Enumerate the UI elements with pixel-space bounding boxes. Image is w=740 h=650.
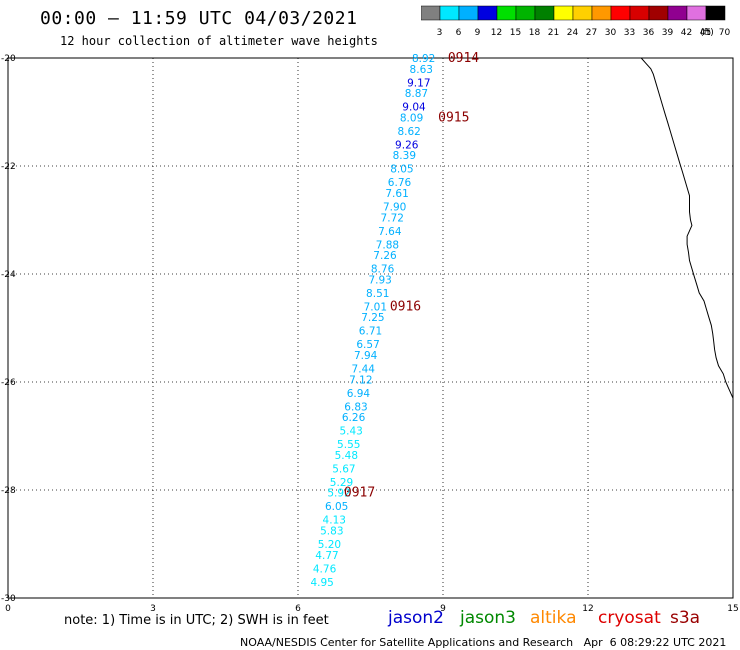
colorbar-label: 6 bbox=[456, 28, 462, 38]
wave-height-point: 8.76 bbox=[371, 264, 395, 276]
colorbar-label: 30 bbox=[605, 28, 617, 38]
wave-height-point: 8.92 bbox=[412, 53, 435, 65]
colorbar-label: 42 bbox=[681, 28, 692, 38]
legend-cryosat: cryosat bbox=[598, 608, 661, 628]
colorbar-label: 45 bbox=[700, 28, 711, 38]
wave-height-point: 5.92 bbox=[327, 488, 350, 500]
wave-height-point: 4.95 bbox=[310, 577, 333, 589]
colorbar-label: 33 bbox=[624, 28, 635, 38]
chart-title: 00:00 – 11:59 UTC 04/03/2021 bbox=[40, 8, 358, 29]
wave-height-point: 5.29 bbox=[330, 477, 353, 489]
wave-height-point: 4.76 bbox=[313, 563, 337, 575]
colorbar-label: 36 bbox=[643, 28, 655, 38]
wave-height-point: 4.77 bbox=[315, 550, 338, 562]
wave-height-point: 6.83 bbox=[344, 401, 367, 413]
y-tick-label: -26 bbox=[1, 378, 16, 388]
wave-height-point: 8.09 bbox=[400, 112, 423, 124]
wave-height-point: 7.93 bbox=[368, 274, 391, 286]
wave-height-point: 7.88 bbox=[376, 239, 399, 251]
wave-height-point: 7.44 bbox=[352, 364, 376, 376]
x-tick-label: 9 bbox=[440, 604, 446, 614]
wave-height-point: 6.57 bbox=[356, 339, 379, 351]
wave-height-point: 5.43 bbox=[339, 426, 362, 438]
wave-height-point: 7.01 bbox=[364, 301, 387, 313]
colorbar-label: 24 bbox=[567, 28, 579, 38]
wave-height-point: 5.20 bbox=[318, 539, 341, 551]
wave-height-point: 8.87 bbox=[405, 88, 428, 100]
colorbar-label: 27 bbox=[586, 28, 597, 38]
x-tick-label: 0 bbox=[5, 604, 11, 614]
x-tick-label: 3 bbox=[150, 604, 156, 614]
wave-height-point: 7.26 bbox=[373, 250, 397, 262]
y-tick-label: -30 bbox=[1, 594, 16, 604]
wave-height-point: 7.94 bbox=[354, 350, 378, 362]
wave-height-point: 7.72 bbox=[381, 212, 404, 224]
wave-height-point: 7.64 bbox=[378, 226, 402, 238]
colorbar-label: 18 bbox=[529, 28, 541, 38]
y-tick-label: -20 bbox=[1, 54, 16, 64]
wave-height-point: 9.26 bbox=[395, 139, 419, 151]
chart-subtitle: 12 hour collection of altimeter wave hei… bbox=[60, 34, 378, 48]
wave-height-point: 8.62 bbox=[397, 126, 420, 138]
colorbar-label: 12 bbox=[491, 28, 502, 38]
colorbar-unit: (ft) bbox=[700, 28, 714, 38]
wave-height-point: 6.05 bbox=[325, 501, 348, 513]
wave-height-point: 8.51 bbox=[366, 288, 389, 300]
x-tick-label: 6 bbox=[295, 604, 301, 614]
wave-height-point: 6.26 bbox=[342, 412, 366, 424]
wave-height-point: 9.04 bbox=[402, 102, 426, 114]
colorbar: 3 6 9 12 15 18 21 24 27 30 33 36 39 42 45 70(ft) bbox=[421, 5, 731, 38]
time-label: 0914 bbox=[448, 51, 479, 66]
plot-frame bbox=[7, 57, 734, 599]
credit-text: NOAA/NESDIS Center for Satellite Applica… bbox=[240, 636, 727, 649]
wave-height-point: 7.61 bbox=[385, 188, 408, 200]
x-tick-label: 12 bbox=[582, 604, 593, 614]
colorbar-swatch bbox=[705, 5, 726, 21]
y-tick-label: -28 bbox=[1, 486, 16, 496]
wave-height-point: 6.76 bbox=[388, 177, 412, 189]
colorbar-label: 39 bbox=[662, 28, 674, 38]
legend-jason2: jason2 bbox=[388, 608, 444, 628]
x-tick-label: 15 bbox=[727, 604, 738, 614]
wave-height-point: 7.25 bbox=[361, 312, 384, 324]
wave-height-point: 5.55 bbox=[337, 439, 360, 451]
wave-height-point: 6.94 bbox=[347, 388, 371, 400]
wave-height-point: 8.05 bbox=[390, 164, 413, 176]
legend-s3a: s3a bbox=[670, 608, 701, 628]
wave-height-point: 8.63 bbox=[410, 64, 433, 76]
wave-height-point: 9.17 bbox=[407, 77, 430, 89]
wave-height-point: 7.12 bbox=[349, 374, 372, 386]
colorbar-label: 15 bbox=[510, 28, 521, 38]
wave-height-point: 4.13 bbox=[323, 515, 346, 527]
time-label: 0917 bbox=[344, 486, 375, 501]
wave-height-point: 7.90 bbox=[383, 202, 406, 214]
colorbar-label: 70 bbox=[719, 28, 731, 38]
time-label: 0916 bbox=[390, 299, 421, 314]
wave-height-point: 5.83 bbox=[320, 526, 343, 538]
colorbar-label: 9 bbox=[475, 28, 481, 38]
wave-height-point: 5.48 bbox=[335, 450, 358, 462]
colorbar-label: 21 bbox=[548, 28, 559, 38]
colorbar-label: 3 bbox=[437, 28, 443, 38]
legend-altika: altika bbox=[530, 608, 577, 628]
wave-height-point: 5.67 bbox=[332, 463, 355, 475]
coastline bbox=[640, 57, 734, 399]
note-text: note: 1) Time is in UTC; 2) SWH is in fe… bbox=[64, 613, 329, 628]
wave-height-point: 6.71 bbox=[359, 326, 382, 338]
wave-height-point: 8.39 bbox=[393, 150, 416, 162]
y-tick-label: -22 bbox=[1, 162, 16, 172]
legend-jason3: jason3 bbox=[460, 608, 516, 628]
time-label: 0915 bbox=[438, 110, 469, 125]
y-tick-label: -24 bbox=[1, 270, 16, 280]
